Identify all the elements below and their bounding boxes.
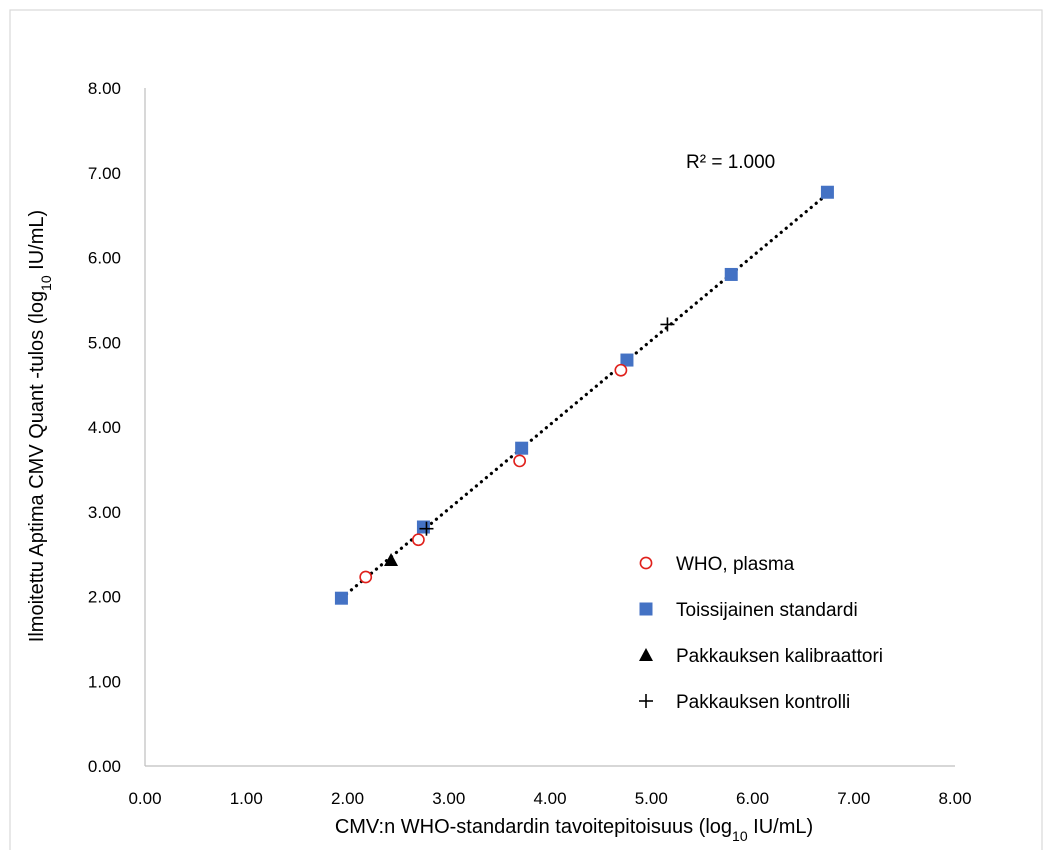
x-axis-title-main: CMV:n WHO-standardin tavoitepitoisuus (l… bbox=[335, 816, 732, 838]
x-tick-label: 2.00 bbox=[331, 789, 364, 808]
data-point-toissijainen-standardi bbox=[416, 520, 430, 534]
data-point-toissijainen-standardi bbox=[820, 185, 834, 199]
x-axis-title-subscript: 10 bbox=[732, 828, 748, 844]
chart-border bbox=[9, 9, 1043, 850]
x-axis-title: CMV:n WHO-standardin tavoitepitoisuus (l… bbox=[335, 816, 813, 844]
x-tick-labels: 0.00 1.00 2.00 3.00 4.00 5.00 6.00 7.00 8.00 bbox=[128, 789, 971, 808]
data-point-who-plasma bbox=[614, 363, 628, 377]
data-point-toissijainen-standardi bbox=[620, 353, 634, 367]
data-point-pakkauksen-kontrolli bbox=[419, 521, 434, 536]
data-point-pakkauksen-kalibraattori bbox=[384, 553, 399, 567]
y-tick-label: 1.00 bbox=[88, 672, 121, 691]
y-tick-label: 4.00 bbox=[88, 418, 121, 437]
y-tick-label: 7.00 bbox=[88, 164, 121, 183]
x-tick-label: 5.00 bbox=[635, 789, 668, 808]
y-tick-label: 2.00 bbox=[88, 588, 121, 607]
data-point-toissijainen-standardi bbox=[724, 267, 738, 281]
data-point-who-plasma bbox=[513, 454, 527, 468]
data-point-toissijainen-standardi bbox=[515, 441, 529, 455]
x-tick-label: 0.00 bbox=[128, 789, 161, 808]
y-tick-label: 6.00 bbox=[88, 249, 121, 268]
x-tick-label: 8.00 bbox=[938, 789, 971, 808]
x-tick-label: 4.00 bbox=[533, 789, 566, 808]
legend-marker-toissijainen-standardi bbox=[639, 602, 653, 616]
y-axis-title-main: Ilmoitettu Aptima CMV Quant -tulos (log bbox=[26, 291, 48, 642]
legend-label-who-plasma: WHO, plasma bbox=[676, 554, 795, 575]
legend-item-toissijainen-standardi: Toissijainen standardi bbox=[639, 600, 858, 621]
y-tick-label: 0.00 bbox=[88, 757, 121, 776]
y-tick-label: 3.00 bbox=[88, 503, 121, 522]
legend-label-pakkauksen-kalibraattori: Pakkauksen kalibraattori bbox=[676, 646, 883, 667]
points-layer bbox=[334, 185, 834, 605]
data-point-pakkauksen-kontrolli bbox=[660, 317, 675, 332]
y-axis-title-unit: IU/mL) bbox=[26, 210, 48, 276]
legend-item-who-plasma: WHO, plasma bbox=[639, 554, 795, 575]
x-tick-label: 1.00 bbox=[230, 789, 263, 808]
data-point-toissijainen-standardi bbox=[334, 591, 348, 605]
axes-layer bbox=[144, 88, 955, 767]
x-tick-label: 7.00 bbox=[837, 789, 870, 808]
y-tick-label: 8.00 bbox=[88, 79, 121, 98]
legend-marker-pakkauksen-kontrolli bbox=[639, 694, 653, 708]
data-point-who-plasma bbox=[411, 533, 425, 547]
legend-marker-pakkauksen-kalibraattori bbox=[639, 648, 653, 661]
y-axis-title-subscript: 10 bbox=[38, 275, 54, 291]
legend: WHO, plasma Toissijainen standardi Pakkauk… bbox=[639, 554, 883, 713]
r-squared-annotation: R² = 1.000 bbox=[686, 152, 775, 173]
y-tick-labels: 0.00 1.00 2.00 3.00 4.00 5.00 6.00 7.00 8.00 bbox=[88, 79, 121, 776]
y-axis-title: Ilmoitettu Aptima CMV Quant -tulos (log1… bbox=[26, 210, 54, 642]
y-tick-label: 5.00 bbox=[88, 333, 121, 352]
x-tick-label: 3.00 bbox=[432, 789, 465, 808]
legend-item-pakkauksen-kontrolli: Pakkauksen kontrolli bbox=[639, 692, 850, 713]
data-point-who-plasma bbox=[359, 570, 373, 584]
legend-marker-who-plasma bbox=[639, 556, 653, 570]
x-tick-label: 6.00 bbox=[736, 789, 769, 808]
legend-label-pakkauksen-kontrolli: Pakkauksen kontrolli bbox=[676, 692, 850, 713]
x-axis-title-unit: IU/mL) bbox=[748, 816, 814, 838]
legend-label-toissijainen-standardi: Toissijainen standardi bbox=[676, 600, 858, 621]
legend-item-pakkauksen-kalibraattori: Pakkauksen kalibraattori bbox=[639, 646, 883, 667]
